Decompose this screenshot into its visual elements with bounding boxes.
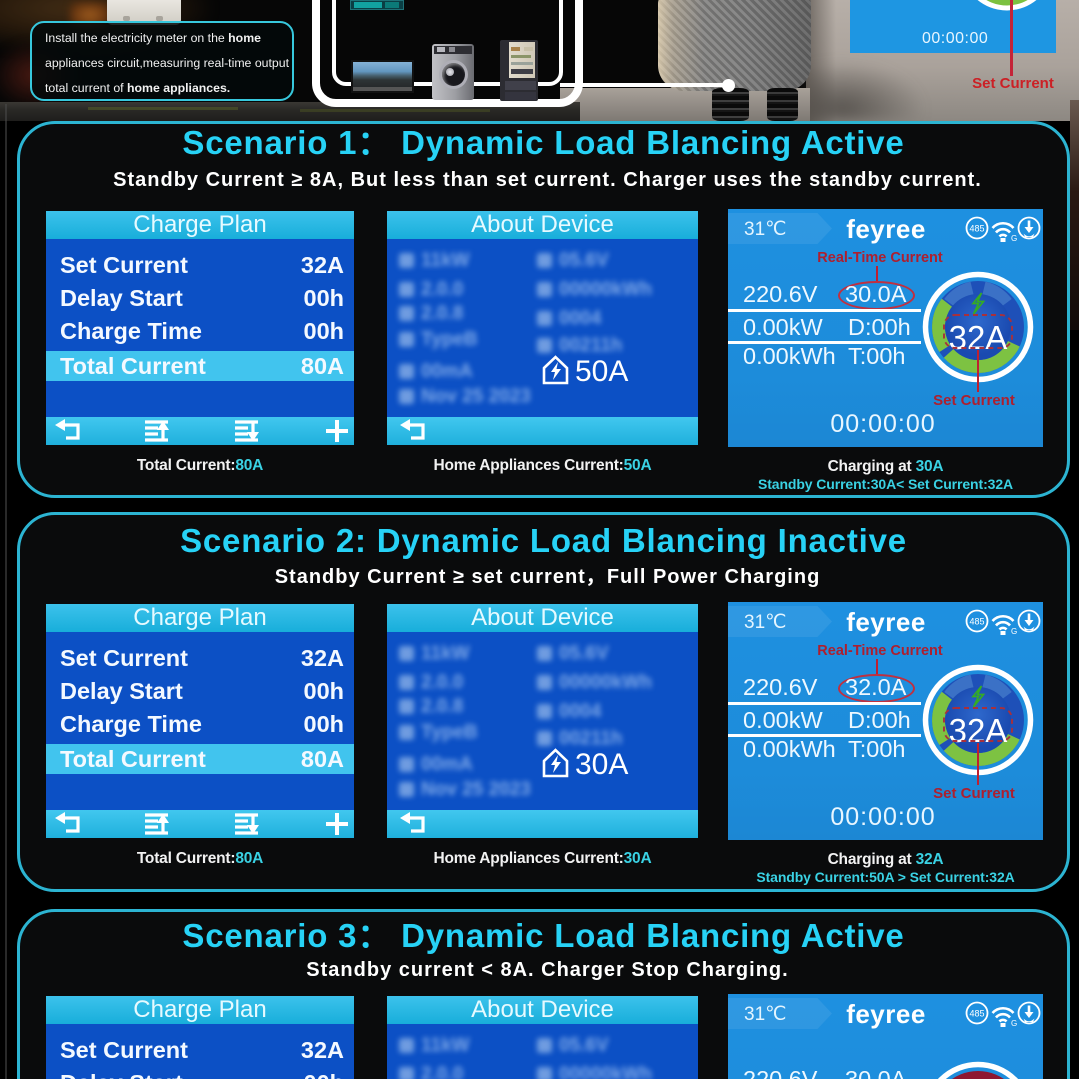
- svg-text:G: G: [1011, 234, 1017, 242]
- svg-text:485: 485: [969, 1009, 984, 1019]
- svg-text:G: G: [1011, 1019, 1017, 1027]
- svg-text:32A: 32A: [949, 319, 1008, 356]
- svg-text:485: 485: [969, 224, 984, 234]
- svg-text:485: 485: [969, 617, 984, 627]
- svg-text:32A: 32A: [949, 712, 1008, 749]
- svg-text:G: G: [1011, 627, 1017, 635]
